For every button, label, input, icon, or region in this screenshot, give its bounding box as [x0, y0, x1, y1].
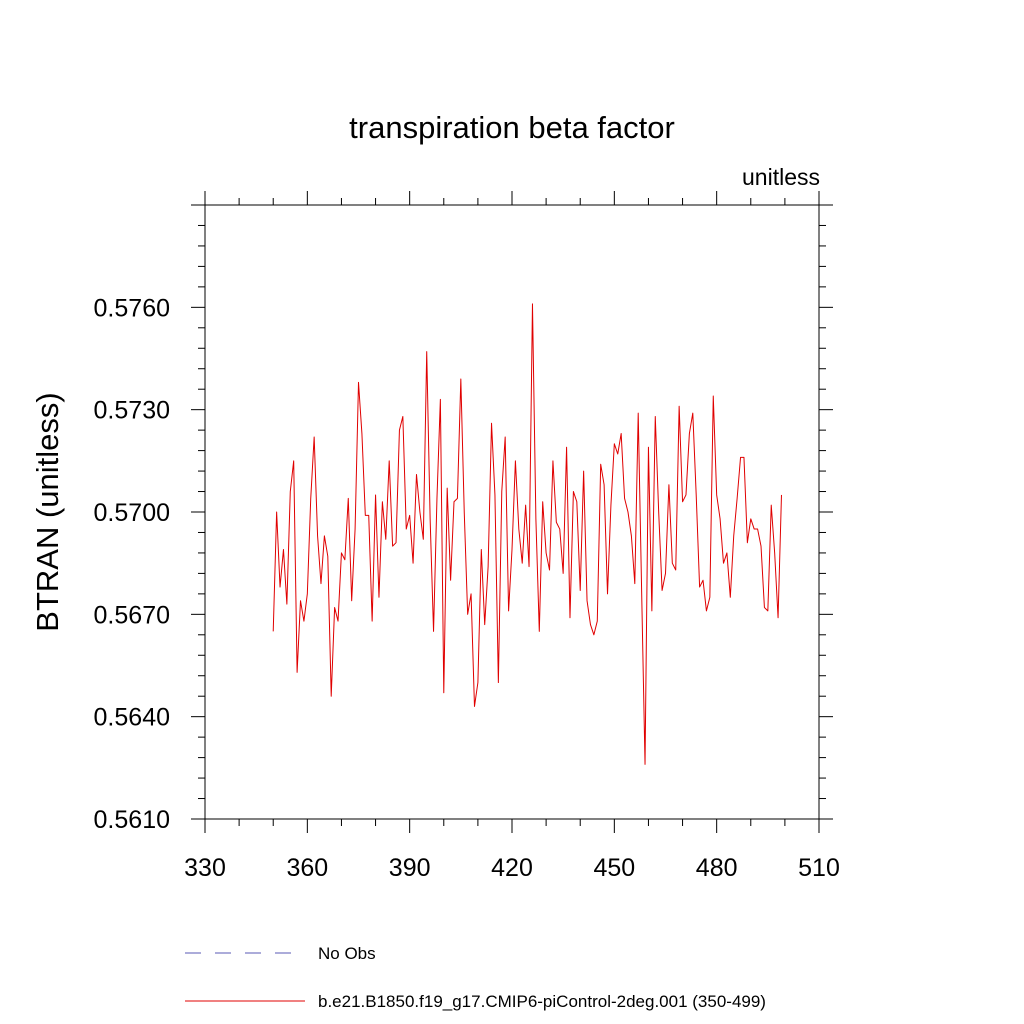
y-tick-label: 0.5610	[94, 806, 170, 834]
x-tick-label: 450	[593, 854, 635, 882]
series-line-0	[272, 303, 782, 765]
y-axis: 0.5610 0.5640 0.5670 0.5700 0.5730 0.5760	[94, 204, 833, 834]
x-tick-label: 420	[491, 854, 533, 882]
x-tick-label: 390	[389, 854, 431, 882]
y-tick-label: 0.5730	[94, 397, 170, 425]
y-tick-label: 0.5640	[94, 704, 170, 732]
x-tick-label: 510	[798, 854, 840, 882]
x-tick-label: 480	[696, 854, 738, 882]
x-axis: 330 360 390 420 450 480 510	[184, 191, 840, 882]
x-tick-label: 330	[184, 854, 226, 882]
legend-label-no-obs: No Obs	[318, 944, 376, 963]
plot-frame	[204, 204, 820, 820]
y-axis-label: BTRAN (unitless)	[30, 392, 65, 631]
legend-label-model: b.e21.B1850.f19_g17.CMIP6-piControl-2deg…	[318, 992, 766, 1011]
chart-title: transpiration beta factor	[349, 110, 675, 145]
y-tick-label: 0.5700	[94, 499, 170, 527]
y-tick-label: 0.5670	[94, 601, 170, 629]
units-label: unitless	[742, 164, 820, 190]
y-tick-label: 0.5760	[94, 294, 170, 322]
legend: No Obs b.e21.B1850.f19_g17.CMIP6-piContr…	[185, 944, 766, 1011]
x-tick-label: 360	[286, 854, 328, 882]
series-group	[272, 303, 782, 765]
